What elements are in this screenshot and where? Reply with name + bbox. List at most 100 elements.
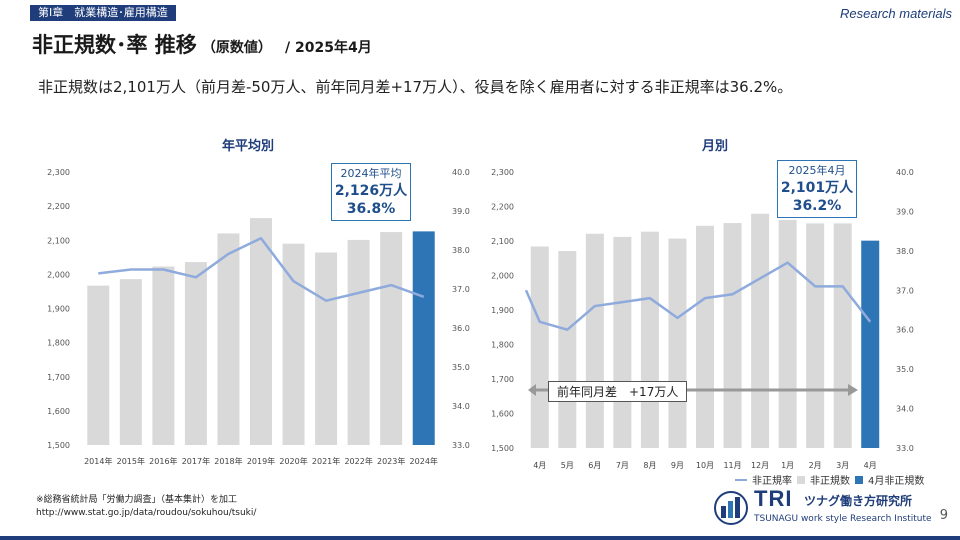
monthly-ytick-right: 37.0 [896, 286, 914, 295]
monthly-xtick: 8月 [643, 461, 656, 470]
monthly-ytick-right: 39.0 [896, 207, 914, 216]
annual-ytick-right: 33.0 [452, 441, 470, 450]
annual-ytick-right: 36.0 [452, 324, 470, 333]
annual-ytick-left: 2,000 [47, 270, 70, 279]
annual-bar [315, 252, 338, 445]
source-note: ※総務省統計局「労働力調査」（基本集計）を加工 http://www.stat.… [36, 494, 256, 520]
monthly-bar [723, 223, 742, 448]
monthly-ytick-left: 2,200 [491, 203, 514, 212]
monthly-bar [668, 238, 687, 448]
legend-gray-swatch [797, 475, 805, 484]
annual-xtick: 2023年 [377, 456, 405, 466]
monthly-bar [833, 223, 852, 448]
legend-monthly: 非正規率 非正規数 4月非正規数 [735, 472, 924, 487]
annual-ytick-right: 34.0 [452, 402, 470, 411]
annual-ytick-right: 40.0 [452, 168, 470, 177]
annual-xtick: 2015年 [117, 456, 145, 466]
callout-monthly-label: 2025年4月 [788, 164, 846, 177]
annual-bar [119, 279, 142, 445]
annual-xtick: 2021年 [312, 456, 340, 466]
source-line-1: ※総務省統計局「労働力調査」（基本集計）を加工 [36, 495, 238, 505]
annual-bar [152, 266, 175, 445]
monthly-ytick-right: 38.0 [896, 247, 914, 256]
logo-tri-text: TRI [754, 486, 793, 511]
monthly-xtick: 4月 [533, 461, 546, 470]
monthly-ytick-left: 1,900 [491, 306, 514, 315]
annual-ytick-left: 1,800 [47, 339, 70, 348]
page-title: 非正規数･率 推移 （原数値） / 2025年4月 [32, 29, 372, 59]
monthly-rate-line [524, 261, 872, 331]
monthly-xtick: 11月 [723, 461, 741, 470]
yoy-arrow-head-left [528, 384, 536, 396]
title-main: 非正規数･率 推移 [32, 33, 197, 57]
monthly-bar [696, 225, 714, 448]
monthly-xtick: 9月 [671, 461, 684, 470]
annual-bar [250, 218, 272, 445]
monthly-xtick: 2月 [809, 461, 822, 470]
legend-line-swatch [735, 478, 747, 481]
annual-ytick-left: 1,500 [47, 441, 70, 450]
legend-item-count: 非正規数 [810, 476, 850, 487]
annual-ytick-left: 1,700 [47, 373, 70, 382]
annual-ytick-left: 2,100 [47, 236, 70, 245]
annual-bar [380, 232, 403, 445]
monthly-bar [751, 213, 770, 448]
monthly-xtick: 1月 [781, 461, 794, 470]
annual-bar [184, 262, 207, 445]
legend-item-april: 4月非正規数 [868, 476, 925, 487]
monthly-bar [613, 236, 632, 448]
monthly-ytick-right: 34.0 [896, 405, 914, 414]
callout-annual-count: 2,126万人 [334, 183, 408, 199]
monthly-xtick: 5月 [561, 461, 574, 470]
annual-xtick: 2014年 [84, 456, 112, 466]
monthly-ytick-right: 40.0 [896, 168, 914, 177]
yoy-annotation: 前年同月差 +17万人 [548, 381, 688, 402]
monthly-ytick-left: 1,500 [491, 444, 514, 453]
monthly-ytick-left: 2,100 [491, 237, 514, 246]
monthly-xtick: 10月 [696, 461, 714, 470]
monthly-bar [806, 223, 825, 448]
monthly-xtick: 4月 [864, 461, 877, 470]
annual-ytick-right: 38.0 [452, 246, 470, 255]
monthly-ytick-left: 2,000 [491, 272, 514, 281]
annual-bar [87, 285, 110, 445]
annual-ytick-right: 35.0 [452, 363, 470, 372]
monthly-ytick-left: 1,700 [491, 375, 514, 384]
headline-text: 非正規数は2,101万人（前月差-50万人、前年同月差+17万人）、役員を除く雇… [38, 78, 793, 96]
monthly-bar [861, 240, 880, 448]
title-date: / 2025年4月 [285, 40, 372, 56]
annual-bar [282, 243, 305, 445]
annual-ytick-right: 39.0 [452, 207, 470, 216]
legend-item-rate: 非正規率 [752, 476, 792, 487]
annual-xtick: 2016年 [149, 456, 177, 466]
annual-ytick-left: 1,900 [47, 305, 70, 314]
legend-blue-swatch [855, 475, 863, 484]
monthly-xtick: 6月 [588, 461, 601, 470]
yoy-arrow-head-right [848, 384, 858, 396]
chart-title-annual: 年平均別 [222, 139, 275, 154]
research-materials-label: Research materials [840, 6, 952, 21]
annual-ytick-left: 1,600 [47, 407, 70, 416]
annual-ytick-left: 2,200 [47, 202, 70, 211]
monthly-bar [558, 251, 577, 448]
annual-xtick: 2024年 [410, 456, 438, 466]
annual-ytick-left: 2,300 [47, 168, 70, 177]
monthly-ytick-right: 33.0 [896, 444, 914, 453]
source-url[interactable]: http://www.stat.go.jp/data/roudou/sokuho… [36, 508, 257, 518]
monthly-ytick-right: 36.0 [896, 326, 914, 335]
monthly-ytick-left: 1,800 [491, 341, 514, 350]
annual-xtick: 2020年 [279, 456, 307, 466]
monthly-bar [640, 231, 659, 448]
annual-rate-line [98, 237, 425, 302]
monthly-bar [585, 233, 604, 448]
callout-monthly-count: 2,101万人 [780, 180, 854, 196]
logo-en-text: TSUNAGU work style Research Institute [754, 514, 932, 524]
annual-xtick: 2017年 [182, 456, 210, 466]
bottom-bar [0, 536, 960, 540]
monthly-xtick: 7月 [616, 461, 629, 470]
monthly-bar [530, 246, 549, 448]
callout-monthly: 2025年4月 2,101万人 36.2% [777, 160, 857, 218]
monthly-xtick: 12月 [751, 461, 769, 470]
monthly-ytick-right: 35.0 [896, 365, 914, 374]
